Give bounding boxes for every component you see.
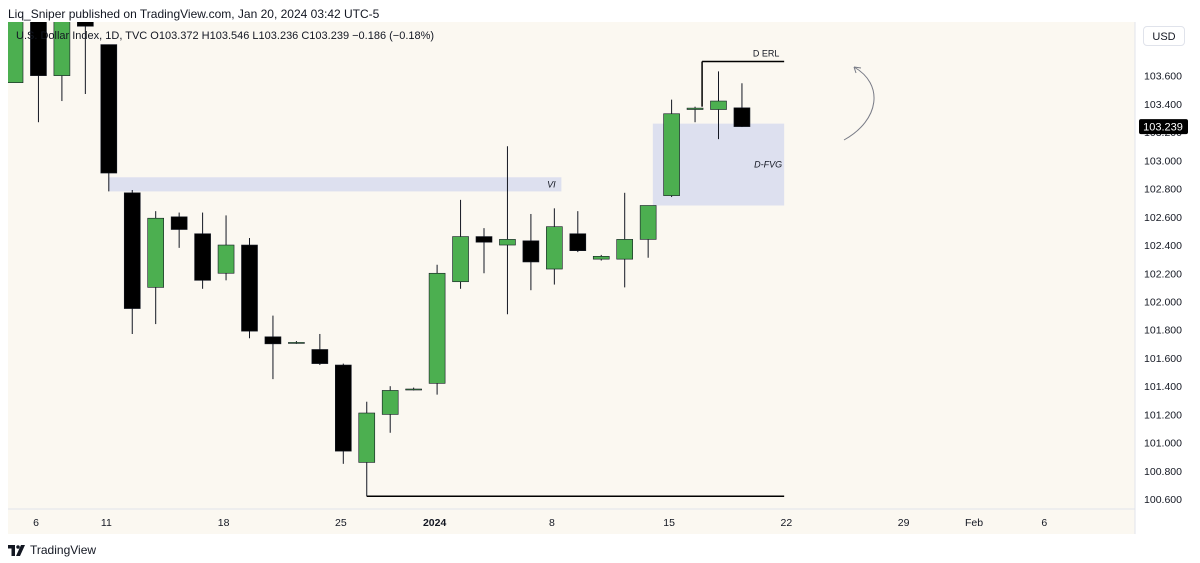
symbol-ohlc-legend: U.S. Dollar Index, 1D, TVC O103.372 H103… xyxy=(16,30,435,42)
time-axis-tick-label: 2024 xyxy=(423,517,447,529)
candle-body xyxy=(522,240,540,263)
candle-body xyxy=(546,226,563,270)
candle-body xyxy=(311,349,329,364)
candle-body xyxy=(663,113,680,196)
price-axis-tick-label: 102.800 xyxy=(1144,184,1182,196)
last-price-label: 103.239 xyxy=(1143,122,1183,134)
candle-body xyxy=(639,205,657,240)
price-axis-background xyxy=(1135,22,1192,534)
candle-body xyxy=(686,107,704,110)
candle-body xyxy=(592,256,610,260)
zone-label-vi: VI xyxy=(547,179,556,189)
candle-body xyxy=(217,244,235,274)
last-price-tag-background xyxy=(1139,119,1188,135)
time-axis-tick-label: Feb xyxy=(965,517,983,529)
candle-body xyxy=(123,192,141,309)
chart-area[interactable]: VID-FVG D ERL 103.600103.400103.200103.0… xyxy=(8,22,1192,534)
time-axis-tick-label: 29 xyxy=(898,517,910,529)
candle-body xyxy=(147,217,164,288)
candle-body xyxy=(77,22,94,27)
price-axis-tick-label: 103.400 xyxy=(1144,99,1182,111)
price-axis-tick-label: 100.600 xyxy=(1144,494,1182,506)
candle-body xyxy=(405,388,422,391)
candle-body xyxy=(53,22,71,76)
time-axis-tick-label: 6 xyxy=(1041,517,1047,529)
price-axis-tick-label: 101.800 xyxy=(1144,325,1182,337)
candle-body xyxy=(194,233,211,281)
candle-body xyxy=(381,390,399,415)
plot-background xyxy=(8,22,1135,534)
time-axis-tick-label: 25 xyxy=(335,517,347,529)
candle-body xyxy=(30,22,47,76)
candle-body xyxy=(569,233,587,251)
zones-layer: VI D-FVG xyxy=(108,123,785,206)
levels-layer: D ERL xyxy=(366,49,785,498)
time-axis-tick-label: 22 xyxy=(781,517,793,529)
candle-body xyxy=(358,412,376,463)
candle-body xyxy=(710,100,727,110)
candle-body xyxy=(100,44,118,174)
arrow-head-icon xyxy=(853,66,862,74)
time-axis-tick-label: 18 xyxy=(218,517,230,529)
candle-body xyxy=(264,336,282,345)
candle-body xyxy=(428,272,446,384)
curved-arrow-annotation xyxy=(843,66,875,141)
candle-body xyxy=(288,342,305,344)
candle-body xyxy=(241,244,258,332)
candle-body xyxy=(616,239,634,260)
zone-vi xyxy=(108,177,562,192)
erl-level-label: D ERL xyxy=(753,49,780,59)
footer-brand: TradingView xyxy=(30,543,97,557)
candle-body xyxy=(475,236,493,243)
time-axis-tick-label: 11 xyxy=(101,517,112,529)
footer: TradingView xyxy=(8,542,96,558)
candle-body xyxy=(8,22,24,83)
candle-body xyxy=(452,236,469,283)
publish-header: Liq_Sniper published on TradingView.com,… xyxy=(8,7,380,21)
tradingview-logo-icon xyxy=(8,544,25,556)
candles-layer xyxy=(8,22,751,497)
price-axis-tick-label: 102.400 xyxy=(1144,240,1182,252)
price-axis-tick-label: 101.600 xyxy=(1144,353,1182,365)
candlestick-chart[interactable]: VID-FVG D ERL 103.600103.400103.200103.0… xyxy=(8,22,1192,534)
candle-body xyxy=(170,216,188,230)
time-axis-tick-label: 15 xyxy=(663,517,675,529)
price-axis-tick-label: 102.600 xyxy=(1144,212,1182,224)
last-price-tag: 103.239 xyxy=(1139,119,1188,135)
currency-button[interactable]: USD xyxy=(1143,26,1185,46)
candle-body xyxy=(499,239,516,246)
candle-body xyxy=(733,107,751,127)
price-axis-tick-label: 102.000 xyxy=(1144,296,1182,308)
time-axis-tick-label: 8 xyxy=(549,517,555,529)
time-axis-tick-label: 6 xyxy=(33,517,39,529)
price-axis-tick-label: 102.200 xyxy=(1144,268,1182,280)
price-axis-tick-label: 103.600 xyxy=(1144,71,1182,83)
candle-body xyxy=(334,364,352,452)
time-axis[interactable]: 6 11 18 25 2024 8 15 22 29 Feb 6 xyxy=(33,517,1047,529)
price-axis-tick-label: 100.800 xyxy=(1144,466,1182,478)
zone-label-d-fvg: D-FVG xyxy=(754,160,782,170)
price-axis-tick-label: 103.000 xyxy=(1144,155,1182,167)
price-axis-tick-label: 101.200 xyxy=(1144,409,1182,421)
price-axis-tick-label: 101.400 xyxy=(1144,381,1182,393)
price-axis-tick-label: 101.000 xyxy=(1144,438,1182,450)
